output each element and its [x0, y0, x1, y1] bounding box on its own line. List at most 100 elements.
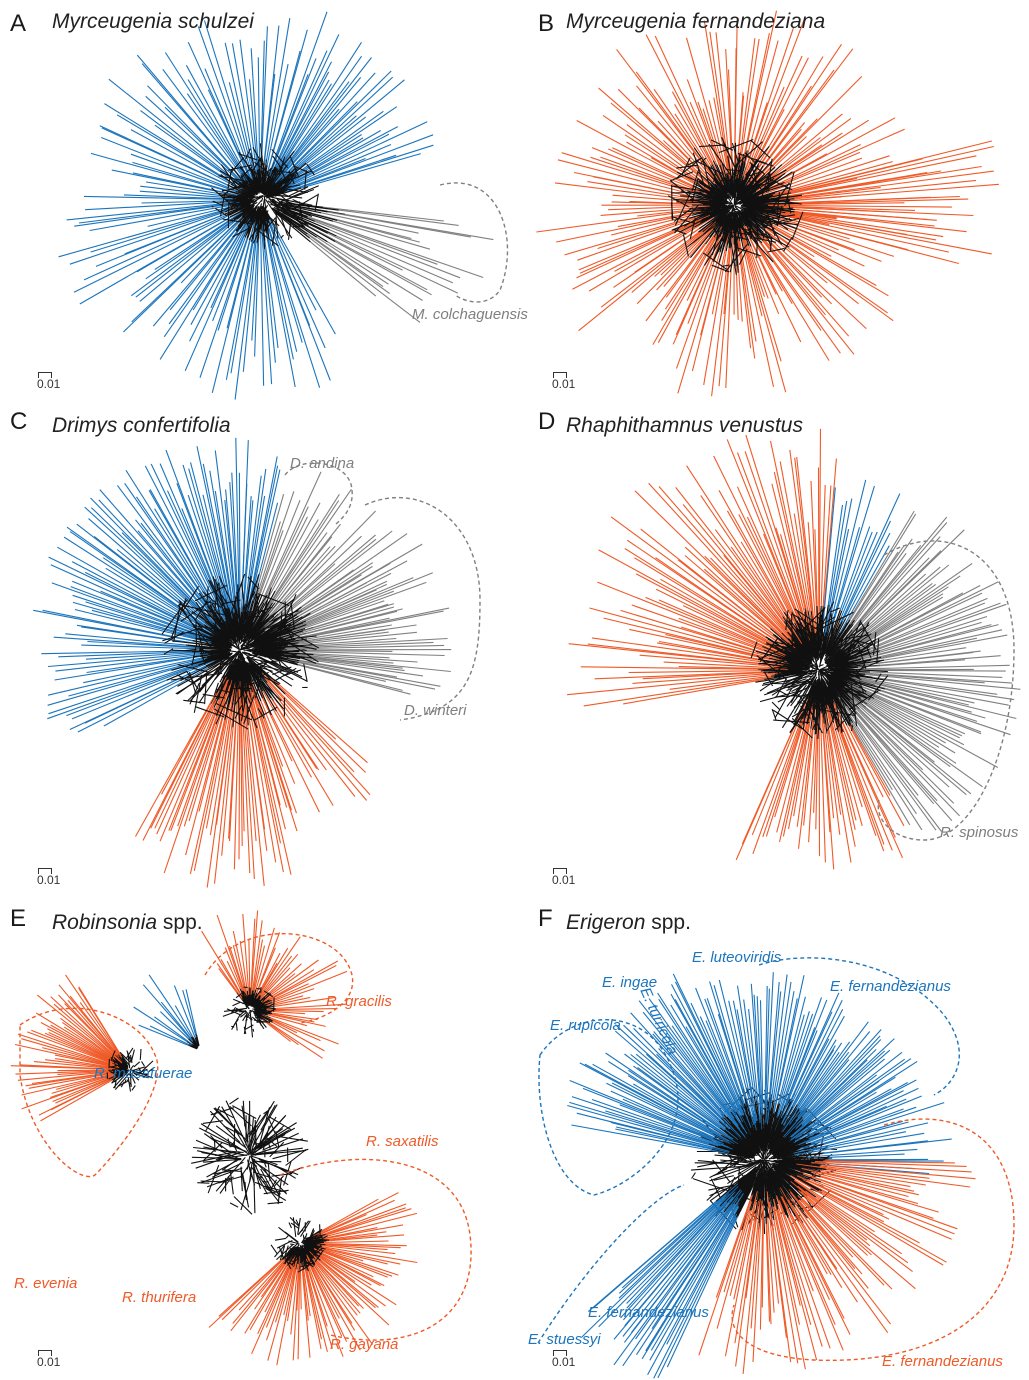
- network-edge: [91, 609, 196, 639]
- network-edge: [765, 1223, 771, 1322]
- network-edge: [242, 496, 252, 607]
- network-edge: [622, 1197, 739, 1367]
- network-edge: [741, 713, 801, 845]
- network-edge: [801, 1050, 886, 1127]
- network-edge: [344, 213, 494, 241]
- network-edge: [780, 1164, 821, 1178]
- network-edge: [698, 191, 724, 202]
- network-edge: [669, 171, 694, 182]
- network-edge: [203, 1146, 247, 1156]
- scale-bar: 0.01: [552, 868, 575, 887]
- network-edge: [755, 210, 850, 240]
- network-edge: [745, 434, 803, 617]
- network-edge: [271, 148, 289, 169]
- network-edge: [242, 213, 250, 229]
- network-edge: [670, 202, 674, 221]
- network-edge: [689, 101, 718, 165]
- network-edge: [752, 1200, 763, 1363]
- network-edge: [317, 1213, 367, 1236]
- network-edge: [651, 1203, 736, 1330]
- network-edge: [794, 1091, 877, 1142]
- network-edge: [683, 206, 729, 213]
- network-edge: [273, 74, 309, 163]
- network-edge: [717, 1156, 738, 1175]
- network-edge: [698, 205, 734, 233]
- network-edge: [323, 1231, 387, 1241]
- network-edge: [764, 677, 815, 696]
- network-edge: [701, 200, 730, 208]
- network-edge: [710, 165, 728, 194]
- network-edge: [849, 513, 917, 621]
- network-edge: [608, 205, 710, 211]
- network-edge: [849, 671, 985, 684]
- network-edge: [783, 170, 942, 198]
- network-edge: [729, 231, 740, 273]
- network-edge: [790, 210, 935, 227]
- network-edge: [871, 562, 973, 635]
- network-edge: [259, 1159, 299, 1176]
- network-edge: [266, 1012, 326, 1027]
- network-edge: [721, 171, 726, 181]
- network-edge: [301, 1262, 309, 1321]
- network-edge: [290, 126, 399, 184]
- network-edge: [831, 485, 875, 626]
- network-edge: [836, 640, 860, 663]
- network-edge: [766, 1173, 774, 1207]
- network-edge: [785, 670, 816, 683]
- network-edge: [280, 199, 289, 210]
- network-edge: [669, 675, 771, 690]
- network-edge: [591, 637, 789, 667]
- network-edge: [736, 211, 745, 227]
- network-edge: [219, 1180, 230, 1194]
- network-edge: [84, 571, 194, 627]
- network-edge: [778, 1200, 814, 1292]
- network-edge: [561, 152, 687, 192]
- network-edge: [243, 986, 248, 989]
- network-edge: [301, 533, 408, 608]
- network-edge: [746, 516, 793, 613]
- network-edge: [702, 161, 712, 195]
- network-edge: [793, 1179, 903, 1255]
- network-edge: [779, 1170, 817, 1198]
- network-edge: [281, 653, 451, 673]
- network-edge: [803, 1196, 868, 1256]
- network-edge: [204, 600, 216, 605]
- network-edge: [69, 665, 207, 730]
- network-edge: [771, 708, 777, 721]
- network-edge: [745, 228, 802, 343]
- network-edge: [71, 660, 215, 720]
- network-edge: [248, 215, 267, 241]
- network-edge: [834, 637, 860, 662]
- network-edge: [715, 32, 733, 182]
- network-edge: [773, 471, 806, 609]
- network-edge: [232, 945, 248, 998]
- scale-label: 0.01: [37, 1355, 61, 1369]
- network-edge: [847, 683, 960, 739]
- network-edge: [760, 202, 905, 206]
- network-edge: [786, 619, 819, 660]
- network-edge: [838, 670, 858, 683]
- network-edge: [195, 620, 198, 648]
- network-edge: [140, 522, 216, 619]
- network-edge: [141, 1069, 146, 1077]
- network-edge: [686, 79, 723, 174]
- network-edge: [638, 107, 707, 178]
- network-edge: [114, 1080, 117, 1089]
- network-edge: [587, 1200, 717, 1313]
- network-edge: [757, 48, 854, 175]
- network-edge: [618, 1193, 730, 1299]
- network-edge: [786, 672, 802, 676]
- network-edge: [723, 1201, 752, 1293]
- network-edge: [619, 1104, 729, 1148]
- network-edge: [766, 1099, 774, 1143]
- network-edge: [776, 656, 810, 668]
- network-edge: [186, 671, 199, 690]
- network-edge: [199, 647, 214, 657]
- network-edge: [260, 40, 265, 162]
- network-edge: [711, 232, 730, 315]
- network-edge: [261, 231, 273, 385]
- network-edge: [193, 674, 203, 713]
- network-edge: [730, 190, 736, 201]
- network-edge: [235, 199, 262, 232]
- network-edge: [810, 480, 818, 623]
